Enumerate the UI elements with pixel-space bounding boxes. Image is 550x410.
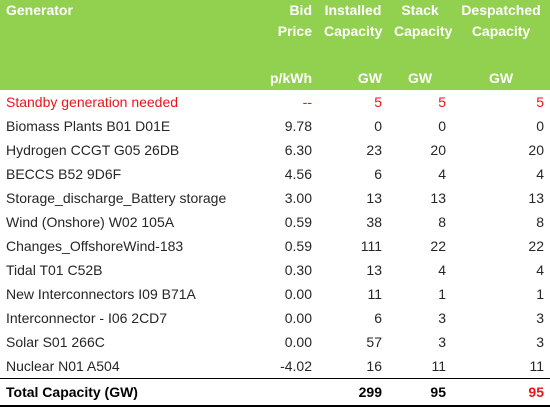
units-row: p/kWh GW GW GW (0, 66, 550, 90)
table-row: Storage_discharge_Battery storage 3.00 1… (0, 186, 550, 210)
installed-capacity: 38 (366, 214, 382, 230)
installed-capacity: 11 (367, 286, 382, 302)
table-row: Wind (Onshore) W02 105A 0.59 38 8 8 (0, 210, 550, 234)
installed-capacity-column-header: Installed Capacity (318, 0, 388, 66)
installed-capacity: 6 (374, 310, 382, 326)
despatched-capacity: 1 (536, 286, 544, 302)
generator-name: New Interconnectors I09 B71A (6, 286, 196, 302)
despatched-capacity: 0 (536, 118, 544, 134)
standby-name: Standby generation needed (6, 94, 179, 110)
installed-capacity: 57 (366, 334, 382, 350)
bid-price: 0.30 (284, 262, 312, 278)
installed-capacity: 13 (366, 190, 382, 206)
generator-name: Nuclear N01 A504 (6, 358, 120, 374)
despatched-capacity: 11 (529, 358, 544, 374)
installed-capacity: 23 (366, 142, 382, 158)
generator-name: Biomass Plants B01 D01E (6, 118, 171, 134)
stack-unit: GW (388, 66, 452, 90)
generator-name: Interconnector - I06 2CD7 (6, 310, 168, 326)
standby-despatched: 5 (536, 94, 544, 110)
table-row: Changes_OffshoreWind-183 0.59 111 22 22 (0, 234, 550, 258)
bid-price: 0.59 (284, 238, 312, 254)
total-row: Total Capacity (GW) 299 95 95 (0, 378, 550, 407)
despatched-capacity-column-header: Despatched Capacity (452, 0, 550, 66)
despatched-capacity: 8 (536, 214, 544, 230)
table-row: Hydrogen CCGT G05 26DB 6.30 23 20 20 (0, 138, 550, 162)
stack-capacity: 4 (438, 166, 446, 182)
generator-name: BECCS B52 9D6F (6, 166, 122, 182)
stack-capacity: 22 (430, 238, 446, 254)
bid-price: 4.56 (284, 166, 312, 182)
generator-name: Storage_discharge_Battery storage (6, 190, 227, 206)
total-stack: 95 (388, 378, 452, 407)
stack-capacity: 1 (438, 286, 446, 302)
standby-installed: 5 (374, 94, 382, 110)
table-row: Interconnector - I06 2CD7 0.00 6 3 3 (0, 306, 550, 330)
table-row: BECCS B52 9D6F 4.56 6 4 4 (0, 162, 550, 186)
table-row: Biomass Plants B01 D01E 9.78 0 0 0 (0, 114, 550, 138)
total-price-empty (258, 378, 318, 407)
total-label: Total Capacity (GW) (0, 378, 258, 407)
price-unit: p/kWh (258, 66, 318, 90)
generator-unit-cell (0, 66, 258, 90)
despatched-capacity: 3 (536, 334, 544, 350)
total-installed: 299 (318, 378, 388, 407)
installed-capacity: 0 (374, 118, 382, 134)
installed-capacity: 111 (360, 238, 382, 254)
standby-stack: 5 (438, 94, 446, 110)
stack-capacity: 20 (430, 142, 446, 158)
bid-price: 6.30 (284, 142, 312, 158)
stack-capacity: 13 (430, 190, 446, 206)
bid-price: -4.02 (280, 358, 312, 374)
installed-capacity: 13 (366, 262, 382, 278)
bid-price: 3.00 (284, 190, 312, 206)
generator-name: Solar S01 266C (6, 334, 105, 350)
stack-capacity-column-header: Stack Capacity (388, 0, 452, 66)
total-despatched: 95 (452, 378, 550, 407)
despatched-unit: GW (452, 66, 550, 90)
despatched-capacity: 4 (536, 262, 544, 278)
bid-price: 0.00 (284, 286, 312, 302)
generator-name: Wind (Onshore) W02 105A (6, 214, 175, 230)
stack-capacity: 11 (431, 358, 446, 374)
installed-capacity: 16 (366, 358, 382, 374)
table-row: Tidal T01 C52B 0.30 13 4 4 (0, 258, 550, 282)
generator-name: Hydrogen CCGT G05 26DB (6, 142, 180, 158)
stack-capacity: 0 (438, 118, 446, 134)
bid-price: 0.00 (284, 310, 312, 326)
installed-capacity: 6 (374, 166, 382, 182)
generator-name: Tidal T01 C52B (6, 262, 103, 278)
bid-price: 9.78 (284, 118, 312, 134)
standby-price: -- (302, 94, 312, 110)
despatched-capacity: 4 (536, 166, 544, 182)
standby-row: Standby generation needed -- 5 5 5 (0, 90, 550, 114)
despatched-capacity: 20 (528, 142, 544, 158)
despatched-capacity: 13 (528, 190, 544, 206)
table-row: Solar S01 266C 0.00 57 3 3 (0, 330, 550, 354)
stack-capacity: 3 (438, 334, 446, 350)
table-row: New Interconnectors I09 B71A 0.00 11 1 1 (0, 282, 550, 306)
stack-capacity: 4 (438, 262, 446, 278)
stack-capacity: 8 (438, 214, 446, 230)
header-row: Generator Bid Price Installed Capacity Sta… (0, 0, 550, 66)
bid-price: 0.59 (284, 214, 312, 230)
generator-name: Changes_OffshoreWind-183 (6, 238, 184, 254)
despatched-capacity: 3 (536, 310, 544, 326)
installed-unit: GW (318, 66, 388, 90)
bid-price: 0.00 (284, 334, 312, 350)
bid-price-column-header: Bid Price (258, 0, 318, 66)
generator-column-header: Generator (0, 0, 258, 66)
despatched-capacity: 22 (528, 238, 544, 254)
stack-capacity: 3 (438, 310, 446, 326)
table-row: Nuclear N01 A504 -4.02 16 11 11 (0, 354, 550, 379)
